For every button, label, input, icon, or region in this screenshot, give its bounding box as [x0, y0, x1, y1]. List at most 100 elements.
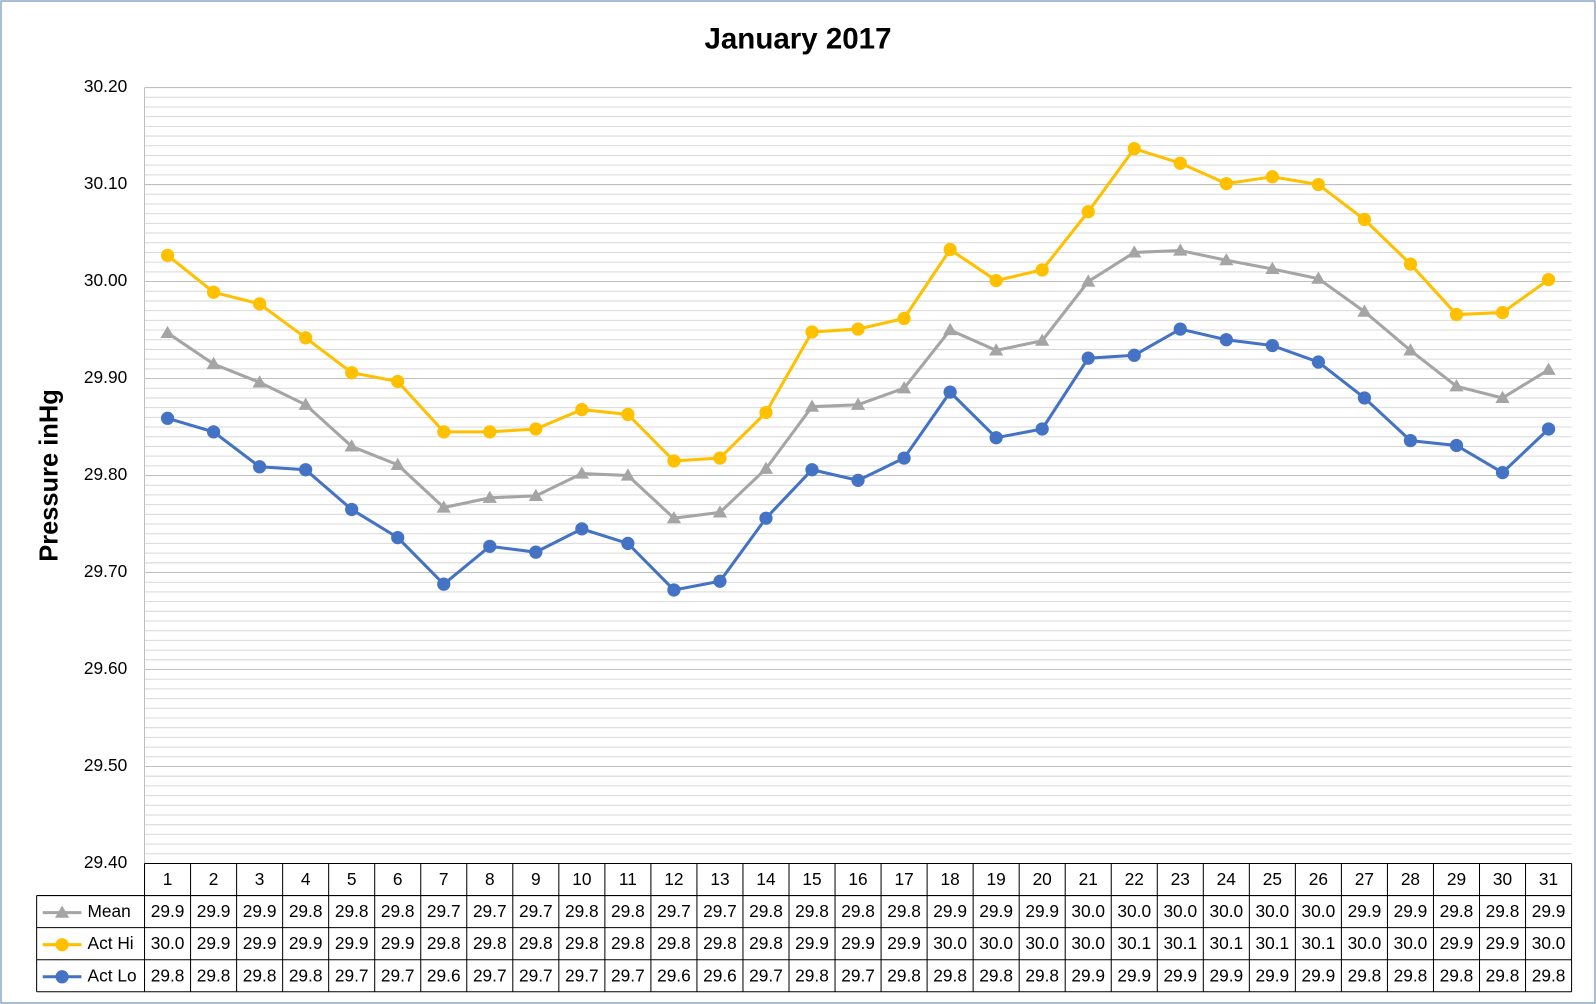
marker: [713, 574, 727, 588]
table-value: 29.8: [473, 933, 507, 953]
y-tick-label: 30.00: [84, 270, 127, 290]
y-tick-label: 29.50: [84, 755, 127, 775]
marker: [483, 539, 497, 553]
marker: [1219, 333, 1233, 347]
table-value: 30.1: [1163, 933, 1197, 953]
table-value: 29.7: [519, 965, 553, 985]
table-value: 29.9: [1440, 933, 1474, 953]
marker: [989, 431, 1003, 445]
marker: [1173, 322, 1187, 336]
marker: [206, 425, 221, 439]
x-tick-label: 20: [1033, 869, 1052, 889]
marker: [805, 325, 819, 339]
y-tick-label: 29.90: [84, 367, 127, 387]
marker: [529, 545, 543, 559]
marker: [1541, 272, 1556, 287]
table-value: 29.9: [197, 933, 231, 953]
table-value: 30.0: [1117, 901, 1151, 921]
x-tick-label: 11: [619, 869, 637, 889]
x-tick-label: 1: [163, 869, 173, 889]
y-tick-label: 29.70: [84, 561, 127, 581]
table-value: 29.9: [1071, 965, 1105, 985]
x-tick-label: 15: [802, 869, 821, 889]
marker: [1035, 263, 1049, 277]
x-tick-label: 16: [848, 869, 867, 889]
marker: [574, 466, 589, 479]
marker: [989, 343, 1004, 356]
x-tick-label: 19: [987, 869, 1006, 889]
marker: [299, 463, 313, 477]
marker: [712, 505, 728, 518]
table-value: 29.7: [703, 901, 737, 921]
table-value: 29.7: [841, 965, 875, 985]
table-value: 30.0: [933, 933, 967, 953]
table-value: 29.6: [657, 965, 691, 985]
marker: [1403, 257, 1418, 271]
table-value: 29.9: [1163, 965, 1197, 985]
marker: [667, 454, 681, 468]
marker: [1449, 307, 1464, 322]
x-tick-label: 2: [209, 869, 219, 889]
table-value: 29.8: [887, 901, 921, 921]
table-value: 29.7: [565, 965, 599, 985]
marker: [1357, 212, 1372, 227]
x-tick-label: 18: [940, 869, 959, 889]
table-value: 29.6: [703, 965, 737, 985]
table-value: 29.8: [657, 933, 691, 953]
marker: [529, 422, 543, 436]
marker: [298, 397, 313, 410]
table-value: 29.8: [243, 965, 277, 985]
table-value: 29.9: [381, 933, 415, 953]
marker: [1449, 379, 1464, 392]
x-tick-label: 26: [1309, 869, 1328, 889]
table-value: 30.0: [1071, 901, 1105, 921]
table-value: 30.0: [151, 933, 185, 953]
marker: [436, 500, 451, 513]
table-value: 29.9: [1486, 933, 1520, 953]
marker: [1035, 333, 1050, 346]
marker: [805, 463, 819, 477]
table-value: 29.7: [381, 965, 415, 985]
y-tick-label: 30.20: [84, 76, 127, 96]
marker: [943, 242, 957, 257]
x-tick-label: 5: [347, 869, 357, 889]
y-tick-label: 29.80: [84, 464, 127, 484]
marker: [851, 322, 865, 336]
table-value: 29.8: [197, 965, 231, 985]
table-value: 30.0: [1348, 933, 1382, 953]
x-tick-label: 3: [255, 869, 265, 889]
marker: [483, 425, 497, 439]
y-tick-label: 29.40: [84, 852, 127, 872]
marker: [943, 385, 957, 399]
table-value: 29.8: [565, 933, 599, 953]
x-tick-label: 22: [1125, 869, 1144, 889]
table-value: 29.8: [611, 901, 645, 921]
marker: [1127, 245, 1142, 258]
table-value: 30.0: [1209, 901, 1243, 921]
table-value: 29.8: [1486, 965, 1520, 985]
marker: [1541, 422, 1556, 436]
table-value: 29.9: [243, 933, 277, 953]
marker: [1265, 170, 1279, 184]
table-value: 29.8: [841, 901, 875, 921]
x-tick-label: 10: [572, 869, 591, 889]
table-value: 29.8: [703, 933, 737, 953]
table-value: 30.0: [1025, 933, 1059, 953]
table-value: 29.8: [1532, 965, 1566, 985]
table-value: 29.8: [979, 965, 1013, 985]
marker: [575, 522, 589, 536]
x-tick-label: 29: [1447, 869, 1466, 889]
marker: [1403, 343, 1418, 356]
x-tick-label: 24: [1217, 869, 1237, 889]
x-tick-label: 30: [1493, 869, 1512, 889]
table-value: 29.8: [749, 901, 783, 921]
marker: [160, 411, 175, 425]
table-value: 30.1: [1256, 933, 1290, 953]
x-tick-label: 9: [531, 869, 541, 889]
table-value: 29.8: [933, 965, 967, 985]
table-value: 29.8: [565, 901, 599, 921]
x-tick-label: 27: [1355, 869, 1374, 889]
table-value: 30.1: [1209, 933, 1243, 953]
